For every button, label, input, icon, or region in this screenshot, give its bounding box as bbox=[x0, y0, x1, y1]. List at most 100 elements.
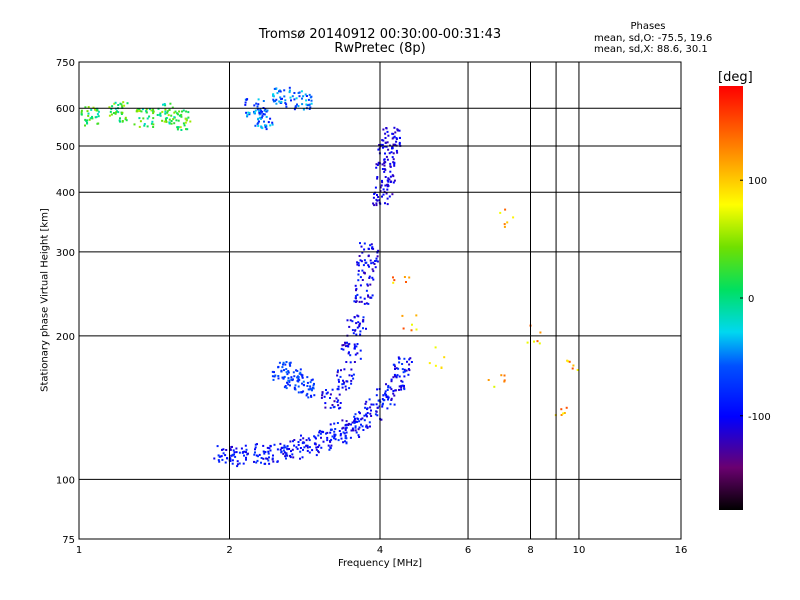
echo-point bbox=[285, 371, 288, 374]
echo-point bbox=[150, 109, 153, 112]
echo-point bbox=[392, 161, 395, 164]
echo-point bbox=[370, 415, 373, 417]
echo-point bbox=[217, 454, 220, 457]
echo-point bbox=[286, 373, 289, 376]
echo-point bbox=[138, 108, 141, 111]
echo-point bbox=[84, 106, 87, 109]
echo-point bbox=[152, 123, 155, 126]
echo-point bbox=[393, 279, 396, 282]
echo-point bbox=[298, 372, 301, 375]
echo-point bbox=[500, 374, 503, 377]
echo-point bbox=[259, 108, 262, 111]
echo-point bbox=[136, 109, 139, 112]
echo-point bbox=[339, 406, 342, 409]
echo-point bbox=[295, 97, 298, 100]
echo-point bbox=[375, 410, 378, 413]
echo-point bbox=[164, 110, 167, 113]
echo-point bbox=[301, 382, 303, 385]
echo-point bbox=[217, 459, 220, 462]
echo-point bbox=[287, 377, 290, 380]
echo-point bbox=[177, 119, 180, 122]
x-tick-label: 4 bbox=[377, 545, 383, 556]
echo-point bbox=[339, 402, 342, 404]
echo-point bbox=[380, 418, 383, 421]
echo-point bbox=[503, 380, 506, 383]
echo-point bbox=[291, 95, 294, 98]
echo-point bbox=[434, 364, 437, 367]
echo-point bbox=[120, 103, 123, 106]
echo-point bbox=[172, 118, 175, 121]
echo-point bbox=[407, 368, 410, 370]
echo-point bbox=[287, 370, 290, 373]
echo-point bbox=[262, 444, 265, 447]
echo-point bbox=[315, 448, 318, 451]
echo-point bbox=[115, 111, 117, 114]
echo-point bbox=[357, 262, 360, 264]
echo-point bbox=[111, 105, 114, 108]
echo-point bbox=[326, 436, 329, 439]
echo-point bbox=[229, 460, 232, 462]
echo-point bbox=[255, 102, 258, 105]
echo-point bbox=[244, 444, 247, 447]
echo-point bbox=[321, 391, 324, 394]
echo-point bbox=[346, 423, 349, 426]
echo-point bbox=[392, 281, 395, 284]
echo-point bbox=[383, 170, 386, 173]
echo-point bbox=[376, 194, 378, 196]
echo-point bbox=[358, 411, 361, 414]
echo-point bbox=[362, 429, 365, 431]
echo-point bbox=[220, 455, 223, 458]
echo-point bbox=[386, 158, 389, 161]
echo-point bbox=[372, 270, 375, 273]
echo-point bbox=[392, 158, 395, 161]
echo-point bbox=[297, 380, 300, 383]
echo-point bbox=[263, 452, 266, 455]
echo-point bbox=[384, 392, 386, 395]
echo-point bbox=[269, 117, 272, 120]
echo-point bbox=[306, 444, 309, 447]
plot-frame bbox=[78, 61, 682, 540]
echo-point bbox=[401, 368, 404, 371]
echo-point bbox=[317, 450, 319, 452]
x-tick-label: 8 bbox=[527, 545, 533, 556]
echo-point bbox=[168, 118, 171, 121]
echo-point bbox=[145, 108, 148, 111]
echo-point bbox=[372, 247, 375, 250]
echo-point bbox=[138, 117, 141, 120]
echo-point bbox=[292, 371, 295, 374]
echo-point bbox=[322, 440, 325, 443]
echo-point bbox=[167, 114, 170, 117]
echo-point bbox=[318, 444, 321, 447]
echo-point bbox=[343, 381, 346, 384]
echo-point bbox=[306, 392, 309, 395]
echo-point bbox=[318, 429, 321, 432]
echo-point bbox=[392, 181, 395, 184]
echo-point bbox=[164, 104, 167, 107]
echo-point bbox=[277, 365, 280, 368]
echo-point bbox=[264, 451, 267, 453]
echo-point bbox=[340, 347, 343, 350]
echo-point bbox=[94, 108, 96, 111]
echo-point bbox=[345, 361, 348, 363]
echo-point bbox=[317, 451, 320, 454]
echo-point bbox=[258, 113, 261, 116]
echo-point bbox=[285, 453, 288, 456]
echo-point bbox=[381, 398, 384, 400]
y-tick-label: 75 bbox=[62, 535, 75, 546]
echo-point bbox=[512, 216, 515, 219]
echo-point bbox=[236, 463, 239, 466]
echo-point bbox=[398, 375, 401, 378]
echo-point bbox=[384, 145, 386, 148]
echo-point bbox=[177, 126, 180, 129]
echo-point bbox=[291, 448, 294, 451]
echo-point bbox=[398, 136, 401, 139]
echo-point bbox=[243, 450, 246, 453]
echo-point bbox=[300, 373, 303, 376]
echo-point bbox=[415, 328, 418, 331]
echo-point bbox=[148, 108, 151, 111]
echo-point bbox=[377, 196, 380, 198]
echo-point bbox=[348, 374, 351, 377]
echo-point bbox=[331, 404, 334, 406]
echo-point bbox=[168, 108, 171, 111]
echo-point bbox=[374, 266, 377, 269]
